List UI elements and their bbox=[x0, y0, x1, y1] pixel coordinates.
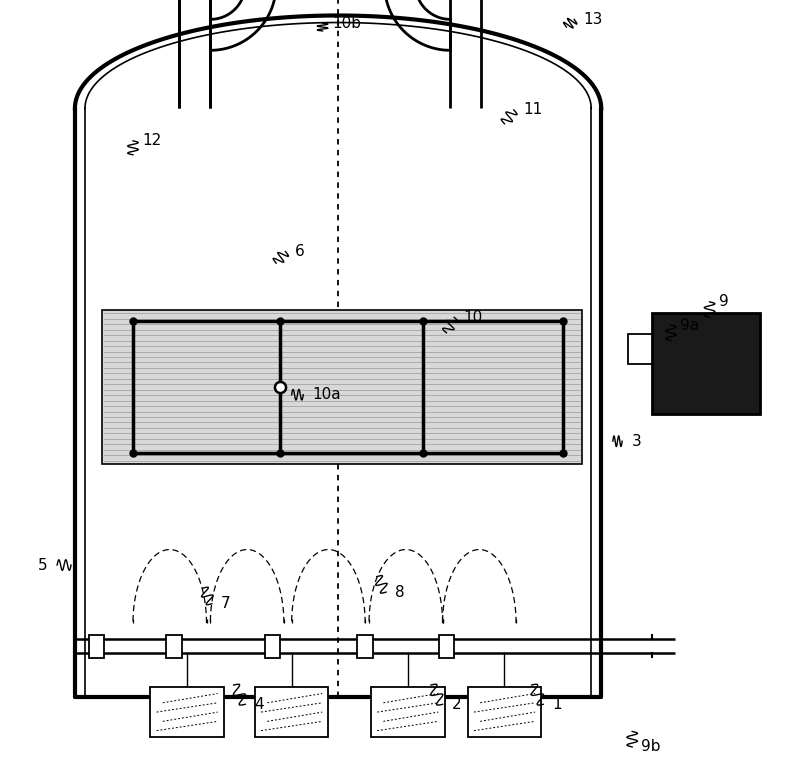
Bar bbox=[265, 635, 280, 658]
Bar bbox=[102, 310, 582, 464]
Text: 1: 1 bbox=[553, 697, 562, 712]
Text: 4: 4 bbox=[254, 697, 264, 712]
Text: 10a: 10a bbox=[313, 387, 341, 402]
Text: 5: 5 bbox=[38, 557, 48, 573]
Bar bbox=[358, 635, 373, 658]
Text: 9: 9 bbox=[719, 294, 729, 310]
Bar bbox=[133, 321, 562, 453]
Text: 9a: 9a bbox=[680, 317, 699, 333]
Bar bbox=[89, 635, 104, 658]
Text: 13: 13 bbox=[583, 12, 603, 27]
Bar bbox=[628, 334, 651, 364]
Text: 12: 12 bbox=[142, 133, 162, 149]
Text: 9b: 9b bbox=[642, 739, 661, 755]
Text: 2: 2 bbox=[452, 697, 462, 712]
Text: 8: 8 bbox=[395, 584, 405, 600]
Text: 11: 11 bbox=[523, 102, 542, 118]
Bar bbox=[468, 687, 542, 737]
Bar bbox=[651, 313, 760, 414]
Bar bbox=[371, 687, 445, 737]
Text: 10: 10 bbox=[463, 310, 482, 325]
Text: 7: 7 bbox=[222, 596, 231, 611]
Text: 10b: 10b bbox=[332, 15, 361, 31]
Bar bbox=[150, 687, 224, 737]
Text: 6: 6 bbox=[294, 244, 305, 259]
Text: 3: 3 bbox=[631, 433, 641, 449]
Bar bbox=[438, 635, 454, 658]
Bar bbox=[166, 635, 182, 658]
Bar bbox=[255, 687, 329, 737]
